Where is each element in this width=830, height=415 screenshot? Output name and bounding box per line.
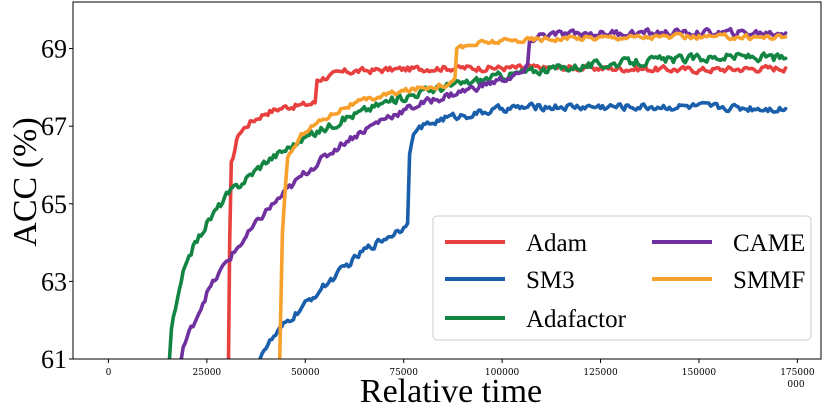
plot-frame: [72, 1, 822, 360]
x-axis-ticks: 0 25000 50000 75000 100000 125000 150000 175000: [106, 359, 815, 378]
legend-label-adafactor: Adafactor: [526, 306, 627, 333]
legend-box: [432, 215, 812, 341]
x-tick-label: 0: [106, 368, 112, 378]
y-tick-label: 69: [41, 35, 67, 64]
legend-label-sm3: SM3: [526, 267, 575, 294]
x-tick-label: 25000: [193, 368, 222, 378]
legend-items: Adam SM3 Adafactor CAME SMMF: [445, 230, 805, 333]
x-tick-label: 150000: [682, 368, 717, 378]
legend-label-came: CAME: [733, 230, 805, 257]
y-tick-label: 65: [41, 190, 67, 219]
x-tick-label: 175000: [780, 368, 815, 378]
x-axis-offset-label: 000: [787, 380, 804, 390]
series-line-adam: [226, 63, 788, 359]
series-line-adafactor: [167, 51, 788, 359]
x-axis-title: Relative time: [360, 373, 542, 410]
series-layer: [167, 27, 788, 359]
series-line-came: [179, 27, 788, 359]
x-tick-label: 125000: [583, 368, 618, 378]
y-axis-title: ACC (%): [7, 117, 44, 246]
y-axis-ticks: 61 63 65 67 69: [41, 35, 73, 374]
y-tick-label: 61: [41, 345, 67, 374]
y-tick-label: 63: [41, 267, 67, 296]
legend-label-smmf: SMMF: [733, 267, 805, 294]
x-tick-label: 100000: [485, 368, 520, 378]
y-tick-label: 67: [41, 112, 67, 141]
series-line-smmf: [277, 31, 788, 359]
x-tick-label: 75000: [389, 368, 418, 378]
legend: Adam SM3 Adafactor CAME SMMF: [432, 215, 812, 341]
x-tick-label: 50000: [291, 368, 320, 378]
series-line-sm3: [258, 100, 788, 359]
legend-label-adam: Adam: [526, 230, 588, 257]
